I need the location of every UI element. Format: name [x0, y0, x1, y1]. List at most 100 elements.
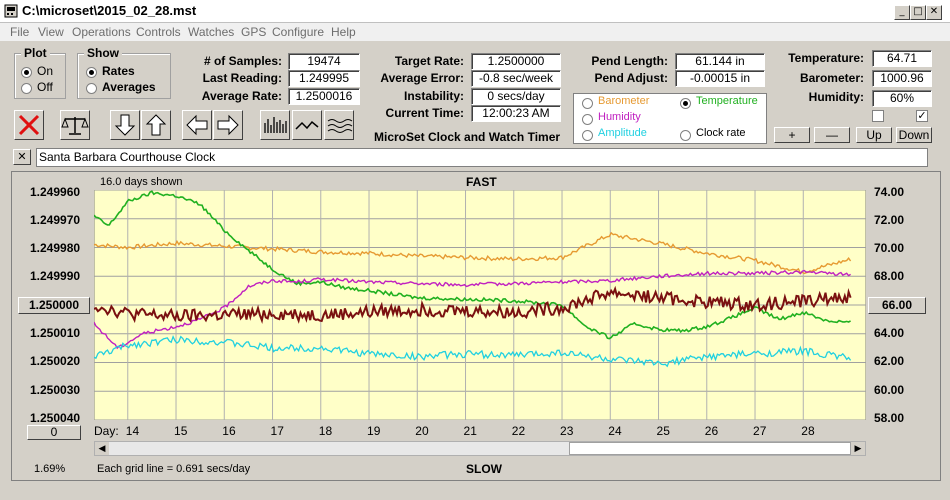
show-rates-radio[interactable] — [86, 67, 97, 78]
red-x-icon — [18, 114, 40, 136]
stop-button[interactable] — [14, 110, 44, 140]
series-line-amplitude — [94, 334, 852, 368]
left-tick: 1.250030 — [30, 383, 81, 397]
move-up-button[interactable] — [141, 110, 171, 140]
grid-lines — [94, 190, 866, 420]
temperature-label: Temperature: — [788, 51, 864, 65]
barometer-label: Barometer: — [799, 71, 864, 85]
humidity-radio[interactable] — [582, 114, 593, 125]
scale-balance-icon — [61, 117, 89, 135]
average-error-label: Average Error: — [380, 71, 464, 85]
barometer-radio[interactable] — [582, 98, 593, 109]
plot-on-radio[interactable] — [21, 67, 32, 78]
plot-group: Plot On Off — [14, 46, 66, 99]
menu-file[interactable]: File — [10, 25, 30, 39]
app-name-label: MicroSet Clock and Watch Timer — [374, 130, 561, 144]
left-tick: 1.250040 — [30, 411, 81, 425]
x-tick-label: 17 — [270, 424, 284, 438]
scroll-right-button[interactable] — [213, 110, 243, 140]
arrow-right-icon — [217, 114, 239, 136]
day-axis-label: Day: — [94, 424, 119, 438]
scale-down-button[interactable]: Down — [896, 127, 932, 143]
average-rate-field: 1.2500016 — [288, 88, 360, 105]
maximize-icon[interactable]: □ — [910, 5, 926, 20]
histogram-view-button[interactable] — [260, 110, 290, 140]
temperature-option-label: Temperature — [696, 95, 758, 107]
menu-help[interactable]: Help — [331, 25, 356, 39]
barometer-option-label: Barometer — [598, 95, 650, 107]
last-reading-label: Last Reading: — [202, 71, 282, 85]
right-tick: 60.00 — [874, 383, 905, 397]
amplitude-radio[interactable] — [582, 130, 593, 141]
minimize-icon[interactable]: _ — [894, 5, 910, 20]
sensor-select-panel: Barometer Temperature Humidity Amplitude… — [573, 93, 767, 144]
option-checkbox-right[interactable]: ✓ — [916, 110, 928, 122]
fast-label: FAST — [466, 175, 497, 189]
clock-name-input[interactable]: Santa Barbara Courthouse Clock — [36, 148, 928, 167]
clock-name-text: Santa Barbara Courthouse Clock — [39, 150, 216, 164]
slow-label: SLOW — [466, 462, 502, 476]
move-down-button[interactable] — [110, 110, 140, 140]
average-error-field: -0.8 sec/week — [471, 70, 561, 87]
scale-minus-button[interactable]: — — [814, 127, 850, 143]
left-axis-value-box[interactable]: 1.250000 — [18, 297, 90, 314]
scrollbar-thumb[interactable] — [569, 442, 851, 455]
humidity-label: Humidity: — [808, 90, 864, 104]
temperature-radio[interactable] — [680, 98, 691, 109]
target-rate-field: 1.2500000 — [471, 53, 561, 70]
scale-up-button[interactable]: Up — [856, 127, 892, 143]
arrow-up-icon — [145, 114, 167, 136]
menu-watches[interactable]: Watches — [188, 25, 235, 39]
x-tick-label: 14 — [125, 424, 140, 438]
histogram-icon — [264, 117, 287, 133]
menu-view[interactable]: View — [38, 25, 64, 39]
chart-plot-area — [94, 190, 866, 420]
left-tick: 1.249990 — [30, 269, 81, 283]
menu-controls[interactable]: Controls — [136, 25, 181, 39]
scroll-left-button[interactable] — [182, 110, 212, 140]
option-checkbox-left[interactable] — [872, 110, 884, 122]
clock-rate-radio[interactable] — [680, 130, 691, 141]
menu-operations[interactable]: Operations — [72, 25, 131, 39]
scroll-right-icon[interactable]: ▶ — [851, 442, 865, 455]
x-tick-label: 19 — [367, 424, 381, 438]
multi-line-view-button[interactable] — [324, 110, 354, 140]
barometer-field: 1000.96 — [872, 70, 932, 87]
clock-rate-option-label: Clock rate — [696, 127, 746, 139]
calibrate-button[interactable] — [60, 110, 90, 140]
right-axis-value-box[interactable]: 66.00 — [868, 297, 926, 314]
x-tick-label: 16 — [222, 424, 236, 438]
plot-off-label: Off — [37, 80, 53, 94]
bottom-value-box[interactable]: 0 — [27, 425, 81, 440]
pend-adjust-label: Pend Adjust: — [594, 71, 668, 85]
samples-field: 19474 — [288, 53, 360, 70]
menu-gps[interactable]: GPS — [241, 25, 267, 39]
series-line-barometer — [94, 231, 852, 275]
x-tick-label: 21 — [463, 424, 477, 438]
scroll-left-icon[interactable]: ◀ — [95, 442, 109, 455]
left-tick: 1.249970 — [30, 213, 81, 227]
samples-label: # of Samples: — [203, 54, 282, 68]
temperature-field: 64.71 — [872, 50, 932, 67]
title-bar: C:\microset\2015_02_28.mst _ □ ✕ — [0, 0, 950, 23]
right-tick: 70.00 — [874, 241, 905, 255]
scale-plus-button[interactable]: + — [774, 127, 810, 143]
chart-frame — [11, 171, 941, 481]
right-tick: 62.00 — [874, 354, 905, 368]
close-clock-button[interactable]: ✕ — [13, 149, 31, 165]
show-averages-radio[interactable] — [86, 83, 97, 94]
horizontal-scrollbar[interactable]: ◀ ▶ — [94, 441, 866, 456]
menu-configure[interactable]: Configure — [272, 25, 325, 39]
x-tick-label: 15 — [174, 424, 188, 438]
show-group: Show Rates Averages — [77, 46, 171, 99]
x-tick-label: 27 — [753, 424, 767, 438]
show-averages-label: Averages — [102, 80, 156, 94]
plot-off-radio[interactable] — [21, 83, 32, 94]
target-rate-label: Target Rate: — [394, 54, 464, 68]
line-graph-icon — [295, 120, 319, 130]
line-view-button[interactable] — [292, 110, 322, 140]
humidity-option-label: Humidity — [598, 111, 641, 123]
close-icon[interactable]: ✕ — [926, 5, 942, 20]
x-tick-row: 14 15 16 17 18 19 20 21 22 23 24 25 26 27 28 — [0, 424, 950, 438]
x-tick-label: 22 — [511, 424, 526, 438]
